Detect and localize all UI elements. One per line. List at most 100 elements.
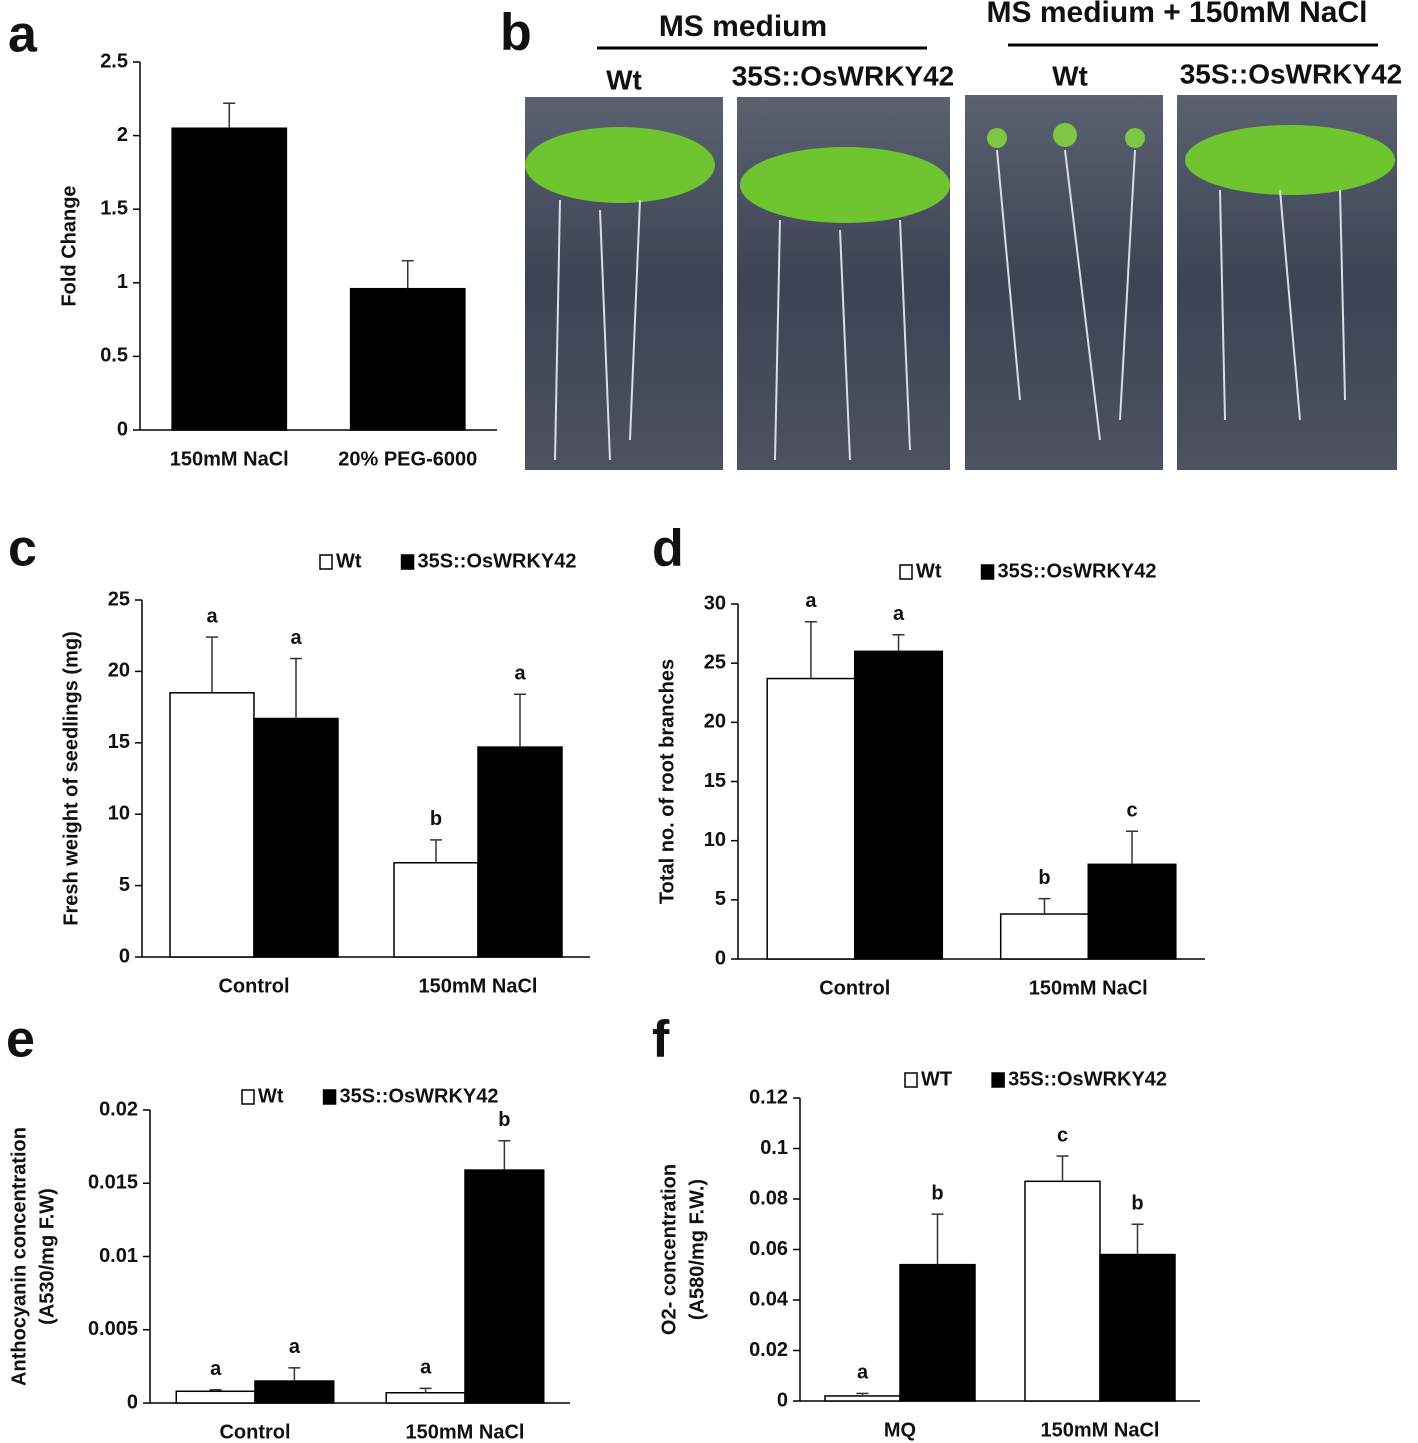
significance-letter: a (514, 663, 526, 685)
y-tick-label: 0.5 (100, 345, 128, 367)
bar (1087, 863, 1177, 960)
y-tick-label: 0 (777, 1389, 788, 1411)
significance-letter: a (805, 590, 817, 612)
y-tick-label: 0 (715, 947, 726, 969)
x-tick-label: Control (819, 977, 890, 999)
y-tick-label: 20 (704, 711, 726, 733)
x-tick-label: 150mM NaCl (1029, 977, 1148, 999)
significance-letter: b (498, 1109, 510, 1131)
panel-label: c (8, 520, 37, 578)
seedlings (1185, 125, 1395, 195)
panel-label: f (652, 1011, 670, 1069)
legend-label: Wt (336, 550, 362, 572)
bar (899, 1263, 976, 1402)
y-axis-label: Fresh weight of seedlings (mg) (60, 631, 82, 925)
group-title: MS medium (659, 10, 827, 43)
x-tick-label: MQ (884, 1419, 916, 1441)
bar (349, 287, 466, 431)
bar (169, 692, 255, 958)
y-axis-label: (A580/mg F.W.) (686, 1179, 708, 1320)
y-tick-label: 0.005 (88, 1318, 138, 1340)
y-tick-label: 1 (117, 271, 128, 293)
y-tick-label: 15 (108, 731, 130, 753)
y-tick-label: 0.015 (88, 1172, 138, 1194)
y-tick-label: 5 (119, 874, 130, 896)
bar (854, 650, 944, 960)
y-tick-label: 10 (704, 829, 726, 851)
legend-swatch (899, 564, 913, 580)
significance-letter: c (1057, 1124, 1068, 1146)
y-tick-label: 0.06 (749, 1238, 788, 1260)
legend-swatch (904, 1072, 918, 1088)
bar (464, 1169, 545, 1404)
significance-letter: a (290, 627, 302, 649)
column-label: 35S::OsWRKY42 (732, 60, 955, 91)
bar (393, 862, 479, 958)
bar (253, 717, 339, 958)
column-label: 35S::OsWRKY42 (1180, 58, 1403, 89)
y-axis-label: (A530/mg F.W) (36, 1188, 58, 1325)
y-tick-label: 0 (119, 945, 130, 967)
legend-label: 35S::OsWRKY42 (340, 1085, 499, 1107)
bar (175, 1390, 256, 1404)
y-tick-label: 0.01 (99, 1245, 138, 1267)
y-tick-label: 20 (108, 660, 130, 682)
y-tick-label: 2 (117, 124, 128, 146)
seedling (1053, 123, 1077, 147)
significance-letter: a (420, 1357, 432, 1379)
y-tick-label: 0 (117, 418, 128, 440)
bar (766, 677, 856, 960)
y-tick-label: 0.1 (760, 1137, 788, 1159)
bar (1024, 1180, 1101, 1402)
legend-label: WT (921, 1068, 952, 1090)
y-tick-label: 0 (127, 1391, 138, 1413)
seedlings (740, 147, 950, 223)
y-tick-label: 0.08 (749, 1187, 788, 1209)
legend-swatch (319, 554, 333, 570)
significance-letter: b (1038, 867, 1050, 889)
roots (554, 149, 1346, 461)
photos (525, 95, 1397, 470)
y-tick-label: 2.5 (100, 50, 128, 72)
bar (824, 1395, 901, 1402)
significance-letter: a (206, 605, 218, 627)
y-axis-label: Total no. of root branches (656, 659, 678, 904)
seedlings (525, 127, 715, 203)
panel-label: b (500, 4, 532, 62)
legend-swatch (400, 554, 415, 570)
y-tick-label: 0.12 (749, 1086, 788, 1108)
column-label: Wt (606, 64, 642, 95)
x-tick-label: Control (219, 1421, 290, 1443)
legend-label: Wt (258, 1085, 284, 1107)
y-tick-label: 10 (108, 802, 130, 824)
bar (999, 913, 1089, 960)
significance-letter: b (931, 1182, 943, 1204)
y-tick-label: 0.02 (749, 1339, 788, 1361)
bar (1099, 1253, 1176, 1402)
legend-label: 35S::OsWRKY42 (998, 560, 1157, 582)
x-tick-label: 150mM NaCl (170, 448, 289, 470)
seedling (987, 128, 1007, 148)
legend-label: 35S::OsWRKY42 (1008, 1068, 1167, 1090)
bar (385, 1391, 466, 1404)
significance-letter: b (430, 808, 442, 830)
bar (477, 746, 563, 958)
panel-label: d (652, 520, 684, 578)
y-axis-label: Anthocyanin concentration (8, 1127, 30, 1386)
x-tick-label: 150mM NaCl (1041, 1419, 1160, 1441)
y-tick-label: 5 (715, 888, 726, 910)
x-tick-label: 150mM NaCl (419, 975, 538, 997)
legend-swatch (322, 1089, 337, 1105)
significance-letter: a (289, 1336, 301, 1358)
y-tick-label: 15 (704, 770, 726, 792)
legend-swatch (991, 1072, 1005, 1088)
significance-letter: b (1131, 1193, 1143, 1215)
photo (965, 95, 1163, 470)
y-tick-label: 0.02 (99, 1098, 138, 1120)
legend-label: Wt (916, 560, 942, 582)
y-tick-label: 1.5 (100, 197, 128, 219)
significance-letter: a (210, 1358, 222, 1380)
legend-swatch (241, 1089, 255, 1105)
x-tick-label: Control (218, 975, 289, 997)
